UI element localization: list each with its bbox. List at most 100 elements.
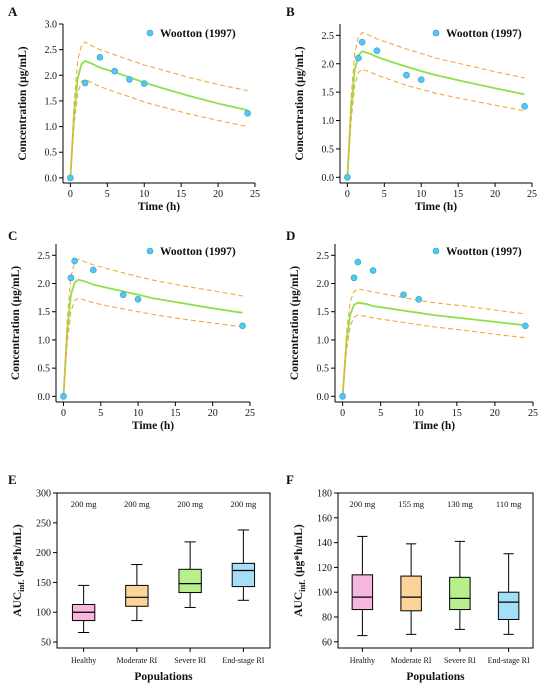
y-tick-label-a: 2.5 xyxy=(45,45,58,56)
category-label-f: Moderate RI xyxy=(391,656,432,665)
observed-point-b xyxy=(373,47,381,54)
dose-label-f: 155 mg xyxy=(398,499,424,509)
box-f xyxy=(497,591,520,620)
y-axis-title-f: AUCinf. (µg*h/mL) xyxy=(293,524,307,617)
legend-label-b: Wootton (1997) xyxy=(446,28,522,40)
observed-point-d xyxy=(350,274,358,282)
observed-point-c xyxy=(239,322,246,330)
y-tick-label-f: 80 xyxy=(322,613,332,624)
x-tick-label-c: 10 xyxy=(133,408,143,419)
x-axis-title-f: Populations xyxy=(406,671,465,683)
category-label-f: End-stage RI xyxy=(488,656,530,665)
y-tick-label-e: 50 xyxy=(41,638,51,649)
y-tick-label-d: 0.0 xyxy=(317,392,330,403)
box-f xyxy=(351,574,374,611)
observed-point-a xyxy=(244,109,251,117)
observed-point-b xyxy=(521,103,528,110)
x-tick-label-d: 25 xyxy=(528,408,538,419)
y-tick-label-b: 1.5 xyxy=(322,88,335,99)
y-tick-label-a: 0.0 xyxy=(45,173,58,184)
mean-line-a xyxy=(69,59,248,178)
y-tick-label-b: 2.5 xyxy=(322,31,335,42)
y-axis-title-d: Concentration (µg/mL) xyxy=(289,266,301,380)
upper-line-d xyxy=(342,288,526,397)
y-tick-label-e: 200 xyxy=(36,548,51,559)
observed-point-c xyxy=(119,291,127,299)
box-e xyxy=(178,568,202,594)
observed-point-d xyxy=(400,291,407,299)
y-tick-label-c: 2.5 xyxy=(38,251,51,262)
mean-line-c xyxy=(62,278,243,397)
x-tick-label-b: 0 xyxy=(345,189,350,200)
y-tick-label-d: 1.5 xyxy=(317,307,330,318)
x-tick-label-c: 5 xyxy=(98,408,103,419)
y-axis-title-b: Concentration (µg/mL) xyxy=(294,46,306,160)
observed-point-b xyxy=(344,174,351,181)
observed-point-d xyxy=(339,393,346,400)
y-axis-title-c: Concentration (µg/mL) xyxy=(10,266,22,380)
dose-label-e: 200 mg xyxy=(124,499,150,509)
legend-marker-d xyxy=(432,247,440,255)
observed-point-c xyxy=(67,274,75,282)
y-tick-label-c: 1.0 xyxy=(38,335,51,346)
category-label-f: Severe RI xyxy=(444,656,476,665)
observed-point-b xyxy=(403,71,410,79)
lower-line-d xyxy=(342,314,526,397)
lower-line-c xyxy=(62,297,243,397)
y-tick-label-a: 1.5 xyxy=(45,96,58,107)
box-f xyxy=(400,575,422,612)
y-tick-label-b: 0.0 xyxy=(322,173,335,184)
y-tick-label-a: 1.0 xyxy=(45,122,58,133)
dose-label-e: 200 mg xyxy=(177,499,203,509)
dose-label-e: 200 mg xyxy=(71,499,97,509)
lower-line-b xyxy=(346,68,525,178)
mean-line-b xyxy=(346,50,525,178)
y-tick-label-d: 2.0 xyxy=(317,279,330,290)
x-tick-label-a: 25 xyxy=(250,189,260,200)
panel-label-e: E xyxy=(8,472,17,487)
panel-label-d: D xyxy=(286,228,295,243)
x-tick-label-a: 15 xyxy=(176,189,186,200)
box-f xyxy=(449,576,471,611)
category-label-e: End-stage RI xyxy=(222,656,264,665)
x-tick-label-b: 20 xyxy=(490,189,500,200)
x-tick-label-d: 20 xyxy=(490,408,500,419)
x-tick-label-d: 10 xyxy=(414,408,424,419)
y-tick-label-e: 150 xyxy=(36,578,51,589)
upper-line-c xyxy=(62,258,243,397)
observed-point-d xyxy=(522,322,529,330)
x-tick-label-c: 20 xyxy=(208,408,218,419)
observed-point-a xyxy=(67,174,74,182)
observed-point-a xyxy=(96,54,104,61)
dose-label-f: 110 mg xyxy=(496,499,522,509)
x-tick-label-b: 10 xyxy=(416,189,426,200)
y-tick-label-e: 250 xyxy=(36,518,51,529)
x-tick-label-d: 0 xyxy=(340,408,345,419)
observed-point-c xyxy=(90,266,97,274)
y-tick-label-f: 160 xyxy=(317,513,332,524)
observed-point-a xyxy=(140,80,148,87)
observed-point-b xyxy=(417,76,425,83)
plot-frame-e xyxy=(56,492,271,649)
observed-point-c xyxy=(60,393,67,400)
y-tick-label-a: 2.0 xyxy=(45,71,58,82)
y-tick-label-e: 300 xyxy=(36,489,51,500)
observed-point-c xyxy=(71,257,78,265)
x-tick-label-a: 10 xyxy=(139,189,149,200)
x-tick-label-a: 20 xyxy=(213,189,223,200)
x-axis-title-c: Time (h) xyxy=(132,420,174,432)
category-label-e: Severe RI xyxy=(174,656,206,665)
observed-point-d xyxy=(415,295,423,303)
category-label-e: Healthy xyxy=(71,656,96,665)
panel-label-c: C xyxy=(8,228,17,243)
observed-point-c xyxy=(134,295,142,303)
observed-point-a xyxy=(81,79,89,87)
y-tick-label-f: 60 xyxy=(322,637,332,648)
category-label-e: Moderate RI xyxy=(117,656,158,665)
legend-label-a: Wootton (1997) xyxy=(160,28,236,40)
panel-label-b: B xyxy=(286,4,295,19)
x-tick-label-c: 25 xyxy=(245,408,255,419)
dose-label-f: 200 mg xyxy=(350,499,376,509)
y-tick-label-f: 180 xyxy=(317,489,332,500)
y-tick-label-d: 2.5 xyxy=(317,251,330,262)
